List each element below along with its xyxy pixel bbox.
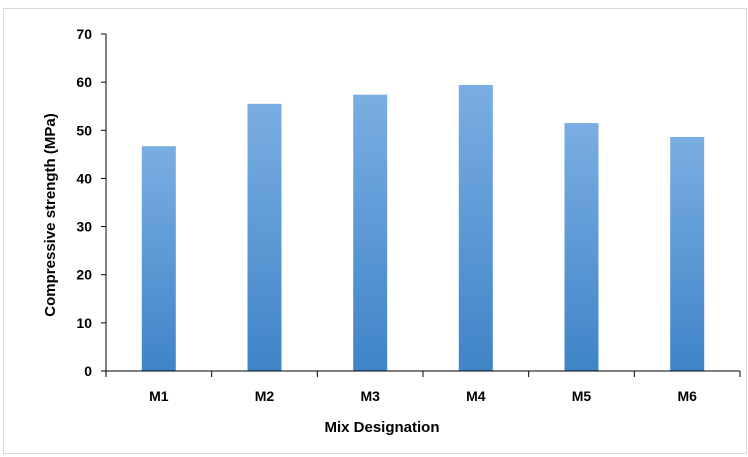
x-tick-label: M1 [149,388,169,404]
bar-m5 [564,123,599,371]
bar-m2 [247,103,282,372]
y-tick-label: 70 [76,26,92,42]
y-tick-label: 40 [76,170,92,186]
x-tick-label: M2 [255,388,275,404]
x-axis-title: Mix Designation [324,419,439,436]
bar-m6 [670,137,705,371]
bar-m3 [353,94,388,371]
bars-layer [141,85,705,372]
x-tick-label: M6 [677,388,697,404]
y-axis-title: Compressive strength (MPa) [42,113,59,316]
x-tick-label: M5 [572,388,592,404]
y-tick-label: 0 [84,363,92,379]
x-tick-label: M3 [360,388,380,404]
y-tick-label: 30 [76,219,92,235]
y-tick-label: 50 [76,122,92,138]
axes-layer [105,34,740,372]
bar-m4 [458,85,493,371]
x-tick-label: M4 [466,388,486,404]
y-tick-label: 20 [76,267,92,283]
bar-m1 [141,146,176,371]
ticks-layer: 0 10 20 30 40 50 60 70 M1 M2 M3 M4 M5 M6 [76,26,741,404]
y-tick-label: 10 [76,315,92,331]
y-tick-label: 60 [76,74,92,90]
